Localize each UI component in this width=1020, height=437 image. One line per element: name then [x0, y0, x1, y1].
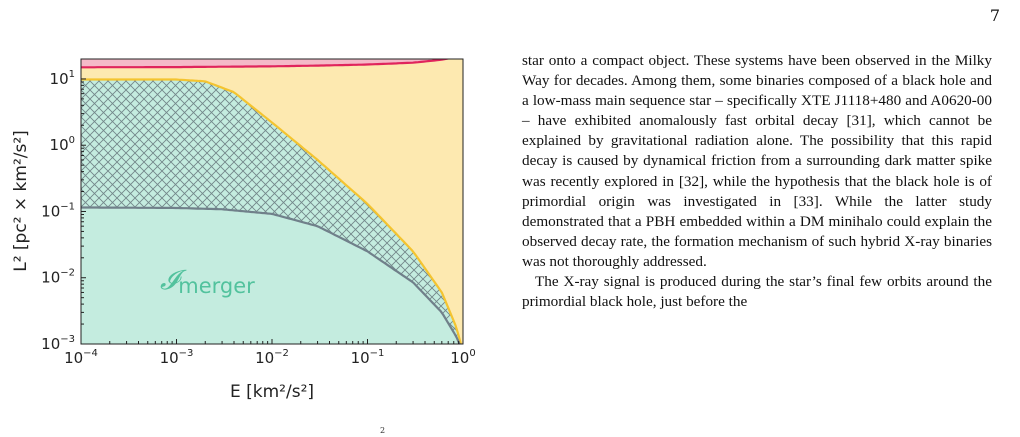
- x-tick-label: 10−1: [351, 348, 385, 367]
- y-tick-label: 10−3: [41, 334, 75, 353]
- region-label-sub: merger: [178, 274, 255, 298]
- x-tick-label: 100: [450, 348, 475, 367]
- text-column: star onto a compact object. These system…: [522, 51, 992, 312]
- series-crimson-curve: [81, 59, 451, 69]
- y-tick-label: 10−2: [41, 268, 75, 287]
- caption-fragment: 2: [380, 426, 386, 435]
- y-axis-label: L² [pc² × km²/s²]: [11, 130, 31, 272]
- x-tick-label: 10−4: [64, 348, 98, 367]
- x-axis-label: E [km²/s²]: [230, 382, 314, 402]
- series-slate-curve: [81, 206, 461, 344]
- figure-phase-space-plot: 10−4 10−3 10−2 10−1 100 10−3 10−2 10−1 100 101 𝓘m…: [0, 0, 500, 437]
- paragraph-1: star onto a compact object. These system…: [522, 52, 992, 270]
- x-tick-label: 10−3: [160, 348, 194, 367]
- page-number: 7: [989, 6, 1000, 25]
- region-pink: [81, 59, 446, 68]
- y-tick-label: 10−1: [41, 201, 75, 220]
- region-crosshatch: [81, 79, 461, 344]
- paragraph-2: The X-ray signal is produced during the …: [522, 273, 992, 311]
- series-gold-curve: [81, 78, 462, 344]
- y-tick-label: 101: [50, 69, 75, 88]
- y-tick-label: 100: [50, 135, 75, 154]
- x-tick-label: 10−2: [255, 348, 289, 367]
- region-label: 𝓘merger: [160, 265, 255, 298]
